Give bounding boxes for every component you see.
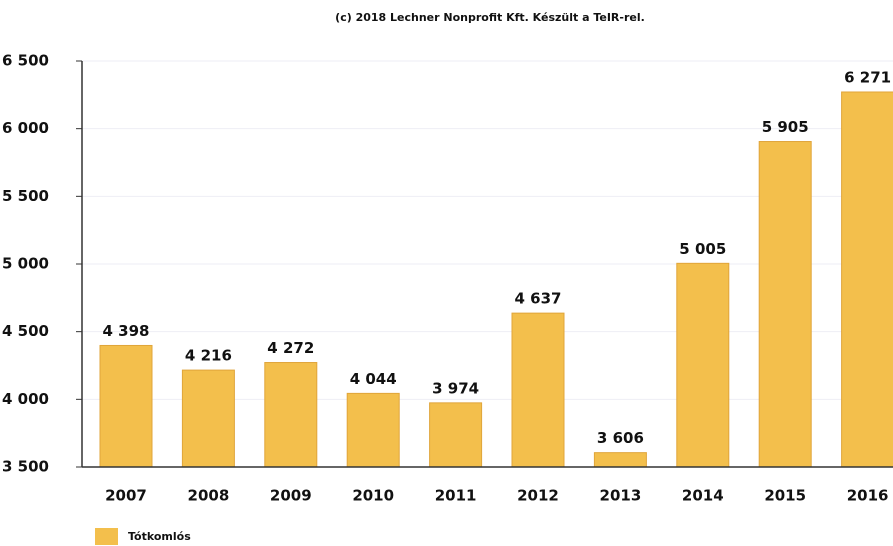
y-tick-label: 3 500 (2, 458, 49, 476)
x-tick-label: 2009 (270, 487, 312, 505)
data-label: 4 637 (515, 290, 562, 308)
legend-label: Tótkomlós (128, 530, 191, 543)
bar (511, 312, 565, 468)
data-label: 5 905 (762, 118, 809, 136)
bar (264, 362, 318, 468)
x-tick-label: 2013 (600, 487, 642, 505)
y-tick-label: 4 000 (2, 390, 49, 408)
x-tick-label: 2016 (847, 487, 889, 505)
x-tick-label: 2007 (105, 487, 147, 505)
y-tick-label: 5 500 (2, 187, 49, 205)
bar (181, 369, 235, 468)
data-label: 4 216 (185, 347, 232, 365)
data-label: 6 271 (844, 68, 891, 86)
x-tick-label: 2010 (352, 487, 394, 505)
bar (841, 91, 893, 468)
bar (429, 402, 483, 468)
x-tick-label: 2011 (435, 487, 477, 505)
data-label: 3 974 (432, 379, 479, 397)
bar (99, 344, 153, 468)
chart-title: (c) 2018 Lechner Nonprofit Kft. Készült … (335, 11, 645, 24)
data-label: 4 398 (103, 322, 150, 340)
y-tick-label: 6 000 (2, 119, 49, 137)
data-label: 5 005 (679, 240, 726, 258)
bar (346, 392, 400, 468)
y-tick-label: 4 500 (2, 322, 49, 340)
legend-swatch (95, 528, 118, 545)
bar (593, 452, 647, 468)
x-tick-label: 2014 (682, 487, 724, 505)
bar (676, 262, 730, 468)
data-label: 4 272 (267, 339, 314, 357)
x-tick-label: 2008 (188, 487, 230, 505)
data-label: 4 044 (350, 370, 397, 388)
y-tick-label: 6 500 (2, 52, 49, 70)
data-label: 3 606 (597, 429, 644, 447)
x-tick-label: 2012 (517, 487, 559, 505)
x-tick-label: 2015 (764, 487, 806, 505)
y-tick-label: 5 000 (2, 255, 49, 273)
bar (758, 141, 812, 468)
